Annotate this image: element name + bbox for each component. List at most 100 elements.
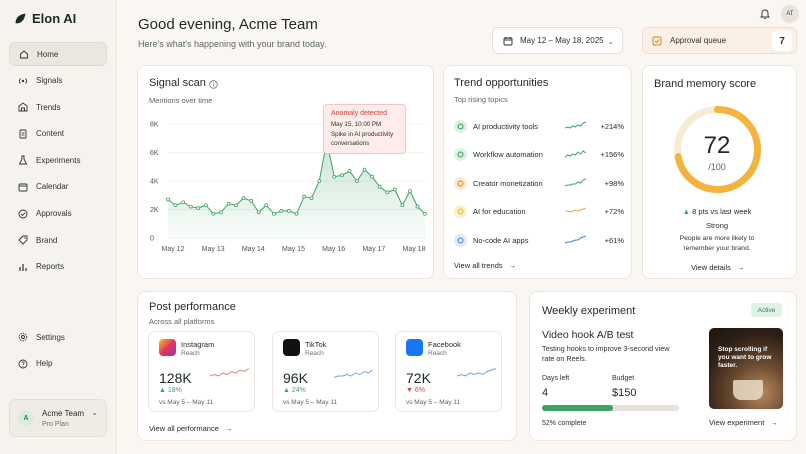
view-experiment-link[interactable]: View experiment → [709,418,778,427]
sidebar-item-reports[interactable]: Reports [9,255,107,279]
lightbulb-icon [454,119,467,133]
trend-sparkline [564,235,586,244]
approval-queue-button[interactable]: Approval queue 7 [642,27,797,54]
trend-label: Workflow automation [473,150,543,159]
brand-logo[interactable]: Elon AI [14,11,76,26]
trend-percent: +214% [600,121,624,131]
page-subtitle: Here's what's happening with your brand … [138,39,327,49]
data-point [415,204,420,209]
platform-value: 96K [283,370,308,386]
calendar-icon [503,36,513,45]
platform-sparkline [456,368,496,377]
sidebar-item-calendar[interactable]: Calendar [9,175,107,199]
trend-percent: +98% [604,178,624,188]
data-point [279,209,284,213]
view-all-trends-link[interactable]: View all trends → [454,261,516,270]
view-all-performance-link[interactable]: View all performance → [149,424,232,433]
chevron-down-icon[interactable]: ⌄ [91,408,98,417]
sidebar-item-approvals[interactable]: Approvals [9,202,107,226]
sidebar-item-label: Approvals [36,209,72,219]
sidebar-item-home[interactable]: Home [9,42,107,66]
platform-card-tiktok[interactable]: TikTok Reach 96K ▲ 24% vs May 5 – May 11 [272,331,379,412]
top-avatar[interactable]: AT [781,5,799,23]
view-details-label: View details [691,263,731,272]
instagram-icon [159,339,176,356]
sidebar-item-help[interactable]: Help [9,352,107,376]
platform-value: 72K [406,370,431,386]
sidebar-item-experiments[interactable]: Experiments [9,148,107,172]
sidebar-item-label: Help [36,359,53,369]
arrow-down-icon: ▼ [406,387,413,394]
trend-item[interactable]: AI productivity tools +214% [454,119,624,133]
platform-metric: Reach [181,350,200,357]
experiment-status-badge: Active [751,303,782,317]
data-point [362,167,367,172]
experiment-name: Video hook A/B test [542,329,634,341]
score-gauge [674,106,761,193]
coffee-cup-image [733,380,763,400]
score-description: People are more likely to remember your … [679,235,755,252]
arrow-up-icon: ▲ [159,387,166,394]
sidebar-item-trends[interactable]: Trends [9,95,107,119]
series-area [168,141,425,238]
arrow-up-icon: ▲ [283,387,290,394]
date-range-picker[interactable]: May 12 – May 18, 2025 ⌄ [492,27,623,54]
experiment-title: Weekly experiment [542,305,636,317]
x-tick-label: May 16 [322,246,345,253]
sidebar-item-settings[interactable]: Settings [9,325,107,349]
check-circle-icon [18,209,28,219]
leaf-icon [15,12,26,23]
data-point [256,210,261,215]
data-point [249,199,254,203]
trend-label: No-code AI apps [473,235,529,245]
sidebar-item-label: Experiments [36,155,81,165]
trend-item[interactable]: AI for education +72% [454,205,624,219]
trend-opportunities-card: Trend opportunities Top rising topics AI… [443,65,632,279]
score-change-label: 8 pts vs last week [692,207,752,216]
budget-value: $150 [612,387,637,399]
data-point [166,197,170,202]
trend-item[interactable]: Creator monetization +98% [454,176,624,190]
info-icon[interactable] [209,80,218,89]
view-details-link[interactable]: View details → [691,263,744,272]
approval-queue-label: Approval queue [670,36,727,45]
platform-change: ▲ 18% [159,387,182,394]
data-point [181,200,186,205]
anomaly-time: May 15, 10:00 PM [331,121,382,128]
y-tick-label: 0 [150,236,154,243]
data-point [355,179,359,183]
data-point [226,201,231,206]
user-card[interactable]: A Acme Team Pro Plan ⌄ [9,399,107,437]
x-tick-label: May 13 [202,246,225,253]
trend-item[interactable]: No-code AI apps +61% [454,233,624,247]
signal-chart: 0 2K 4K 6K 8K May 12 May 13 May 14 May 15 May 16 M… [150,122,427,253]
platform-card-instagram[interactable]: Instagram Reach 128K ▲ 18% vs May 5 – May 11 [148,331,255,412]
experiment-progress-fill [542,405,614,411]
x-tick-label: May 17 [362,246,385,253]
sidebar-item-label: Signals [36,76,63,86]
data-point [408,189,412,193]
bell-icon[interactable] [759,8,771,20]
platform-sparkline [333,369,373,378]
data-point [272,211,276,216]
platform-metric: Reach [428,350,447,357]
data-point [173,203,178,208]
x-tick-label: May 18 [403,246,426,253]
sidebar-item-signals[interactable]: Signals [9,69,107,93]
brand-memory-card: Brand memory score 72 /100 ▲ 8 pts vs la… [642,65,797,279]
data-point [347,169,352,173]
experiment-thumbnail[interactable]: Stop scrolling if you want to grow faste… [709,328,783,409]
sidebar-nav: Home Signals Trends Content Experiments Calen… [9,42,107,281]
trend-item[interactable]: Workflow automation +156% [454,148,624,162]
sidebar-item-content[interactable]: Content [9,122,107,146]
cap-icon [454,205,467,218]
sidebar-item-brand[interactable]: Brand [9,228,107,252]
signal-scan-subtitle: Mentions over time [149,96,213,105]
approval-count-badge: 7 [772,31,792,51]
data-point [385,190,390,195]
data-point [400,203,405,208]
anomaly-tooltip: Anomaly detected May 15, 10:00 PM Spike … [323,104,406,154]
platform-card-facebook[interactable]: Facebook Reach 72K ▼ 6% vs May 5 – May 11 [395,331,502,412]
trend-label: Creator monetization [473,178,543,188]
score-out-of: /100 [708,162,726,172]
